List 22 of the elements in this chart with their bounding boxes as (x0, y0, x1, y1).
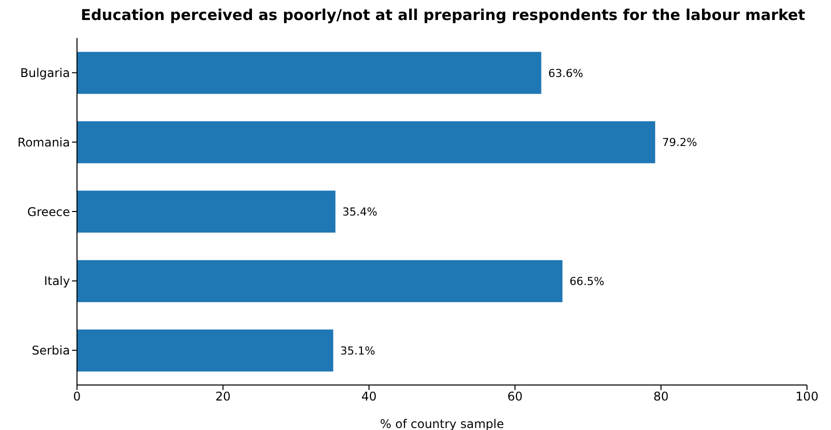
bar (77, 329, 334, 372)
y-tick-label: Greece (27, 204, 70, 219)
y-tick-label: Italy (44, 274, 70, 288)
data-label: 66.5% (569, 274, 604, 288)
data-label: 79.2% (662, 136, 698, 150)
x-tick-label: 100 (796, 390, 818, 404)
y-tick-label: Bulgaria (20, 66, 70, 80)
bar (77, 121, 656, 164)
x-tick-label: 0 (73, 390, 81, 404)
data-label: 63.6% (548, 66, 584, 80)
data-label: 35.4% (342, 206, 378, 219)
bar (77, 260, 562, 302)
y-tick-label: Serbia (32, 344, 70, 358)
x-tick-label: 20 (215, 390, 231, 404)
bar (77, 52, 542, 94)
chart-title: Education perceived as poorly/not at all preparing respondents for the labour market (80, 6, 806, 24)
x-tick-label: 80 (653, 390, 669, 404)
y-tick-label: Romania (18, 135, 70, 150)
data-label: 35.1% (340, 344, 376, 358)
bar (77, 190, 336, 233)
x-tick-label: 60 (507, 390, 523, 404)
x-tick-label: 40 (361, 390, 377, 404)
